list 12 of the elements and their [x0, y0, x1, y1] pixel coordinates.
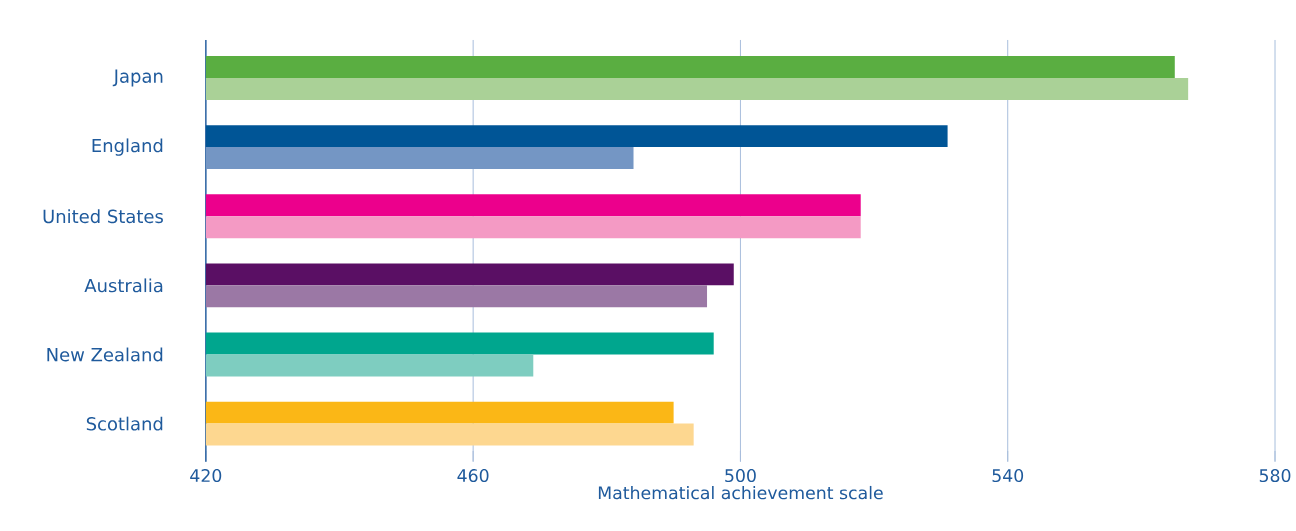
x-axis-title: Mathematical achievement scale — [598, 486, 883, 500]
y-tick-label: Australia — [84, 278, 163, 293]
x-tick-label: 540 — [992, 469, 1024, 483]
x-tick-label: 420 — [190, 469, 222, 483]
y-tick-label: Japan — [112, 69, 163, 87]
x-tick-label: 580 — [1259, 469, 1291, 483]
y-tick-label: United States — [43, 209, 163, 224]
y-tick-label: Scotland — [86, 416, 163, 431]
x-tick-label: 500 — [725, 469, 756, 483]
x-tick-label: 460 — [457, 469, 489, 483]
y-tick-label: England — [92, 138, 163, 157]
y-tick-label: New Zealand — [47, 347, 163, 362]
